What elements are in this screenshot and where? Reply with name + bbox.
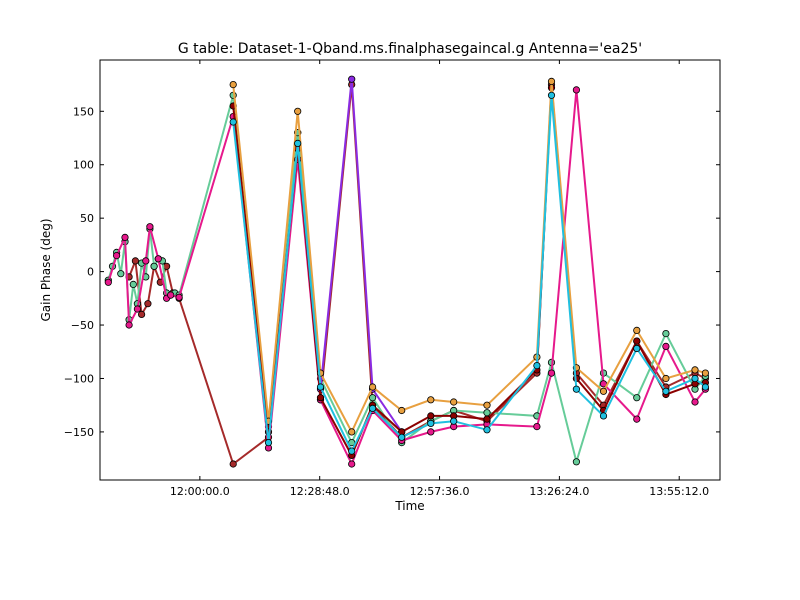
x-tick-label: 12:28:48.0 <box>290 485 350 498</box>
data-point <box>427 412 435 420</box>
data-point <box>427 428 435 436</box>
data-point <box>150 262 158 270</box>
data-point <box>599 387 608 395</box>
data-point <box>264 438 273 447</box>
data-point <box>229 118 237 126</box>
y-axis-label: Gain Phase (deg) <box>39 218 53 321</box>
data-point <box>547 91 556 99</box>
x-axis-label: Time <box>394 499 424 513</box>
data-point <box>662 387 670 395</box>
data-point <box>427 396 435 404</box>
data-point <box>701 383 710 391</box>
data-point <box>146 223 154 231</box>
data-point <box>348 428 356 436</box>
data-point <box>144 300 152 308</box>
axes-frame <box>99 59 721 481</box>
data-point <box>316 383 325 391</box>
data-point <box>398 406 406 415</box>
data-point <box>533 361 541 370</box>
y-tick-label: −50 <box>71 319 94 332</box>
data-point <box>104 278 112 286</box>
data-point <box>368 394 377 402</box>
x-tick-label: 12:57:36.0 <box>410 485 470 498</box>
data-point <box>368 404 377 412</box>
series-orange <box>229 77 710 436</box>
x-tick-label: 12:00:00.0 <box>170 485 230 498</box>
data-point <box>427 419 435 427</box>
data-point <box>175 293 183 301</box>
data-point <box>348 447 356 455</box>
y-tick-label: 100 <box>73 159 94 172</box>
data-point <box>633 326 641 334</box>
series-line <box>107 95 707 466</box>
data-point <box>131 257 139 265</box>
data-point <box>294 107 302 115</box>
data-point <box>142 257 150 265</box>
y-tick-label: −150 <box>64 426 94 439</box>
data-point <box>113 252 121 260</box>
data-point <box>662 329 670 338</box>
data-point <box>450 398 458 406</box>
data-point <box>633 344 641 353</box>
y-tick-label: 0 <box>87 266 94 279</box>
data-point <box>572 86 581 94</box>
data-point <box>572 385 581 393</box>
data-point <box>138 310 146 318</box>
data-point <box>117 270 125 278</box>
data-point <box>662 342 670 350</box>
y-tick-label: 150 <box>73 105 94 118</box>
data-point <box>572 458 581 466</box>
data-point <box>121 233 129 241</box>
data-point <box>691 366 699 374</box>
plot-area <box>104 75 710 468</box>
y-tick-label: 50 <box>80 212 94 225</box>
data-point <box>691 398 699 406</box>
series-line <box>232 95 707 454</box>
data-point <box>547 369 556 377</box>
x-tick-label: 13:26:24.0 <box>529 485 589 498</box>
data-point <box>483 409 491 417</box>
data-point <box>294 139 302 147</box>
data-point <box>483 401 491 409</box>
data-point <box>483 415 491 423</box>
data-point <box>398 433 406 441</box>
data-point <box>547 77 556 86</box>
series-line <box>319 79 403 433</box>
data-point <box>348 460 356 468</box>
data-point <box>599 412 608 420</box>
data-point <box>129 280 137 288</box>
x-tick-label: 13:55:12.0 <box>649 485 709 498</box>
data-point <box>691 374 699 383</box>
data-point <box>133 305 141 313</box>
data-point <box>348 75 356 83</box>
y-tick-label: −100 <box>64 372 94 385</box>
data-point <box>701 369 710 377</box>
chart-title: G table: Dataset-1-Qband.ms.finalphasega… <box>178 41 642 57</box>
series-cyan <box>229 91 710 455</box>
data-point <box>125 321 133 329</box>
data-point <box>533 422 541 431</box>
data-point <box>450 417 458 425</box>
data-point <box>229 460 237 468</box>
data-point <box>633 337 641 345</box>
x-axis: 12:00:00.0 12:28:48.0 12:57:36.0 13:26:24.0… <box>170 60 709 498</box>
series-line <box>232 81 706 435</box>
data-point <box>154 255 162 263</box>
data-point <box>368 383 377 391</box>
data-point <box>662 374 670 383</box>
data-point <box>633 415 641 423</box>
data-point <box>167 291 175 299</box>
data-point <box>229 81 237 89</box>
data-point <box>316 394 325 402</box>
data-point <box>483 426 491 434</box>
y-axis: 150 100 50 0 −50 −100 −150 <box>64 105 720 439</box>
data-point <box>633 394 641 402</box>
